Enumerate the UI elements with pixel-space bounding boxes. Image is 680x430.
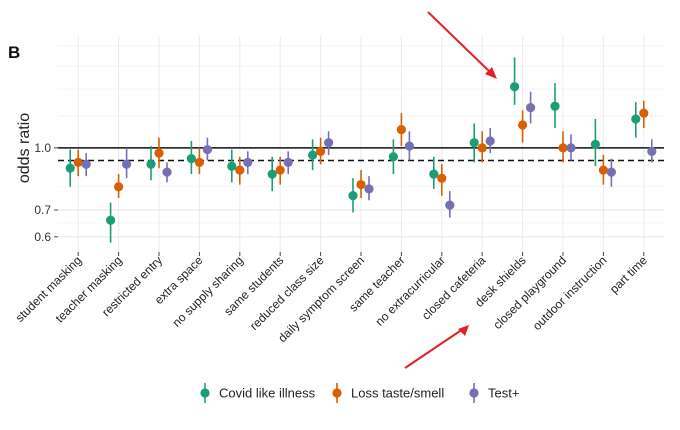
data-point <box>590 139 601 149</box>
data-point <box>348 191 358 201</box>
y-tick-label: 1.0 <box>34 141 51 155</box>
data-point <box>243 157 253 167</box>
data-point <box>316 146 326 156</box>
data-point <box>202 144 212 155</box>
data-point <box>324 138 334 148</box>
data-point <box>186 154 196 164</box>
legend-key-point <box>200 388 210 398</box>
x-tick-label: no supply sharing <box>170 253 246 329</box>
data-point <box>445 200 455 210</box>
legend-label: Covid like illness <box>219 386 316 401</box>
data-point <box>606 167 617 177</box>
data-point <box>469 138 479 148</box>
data-point <box>308 150 318 160</box>
data-point <box>566 143 576 153</box>
data-point <box>146 159 156 169</box>
data-point <box>550 101 560 111</box>
annotation-arrows <box>404 11 497 369</box>
data-point <box>518 120 528 130</box>
x-tick-label: part time <box>607 253 650 296</box>
data-point <box>509 82 520 92</box>
data-point <box>558 143 568 153</box>
data-point <box>598 165 609 175</box>
data-point <box>194 157 204 167</box>
panel-label: B <box>8 43 20 62</box>
data-point <box>526 102 536 113</box>
data-point <box>235 165 245 175</box>
data-point <box>122 159 132 169</box>
data-point <box>437 173 447 183</box>
arrow-to-desk-shields <box>427 11 493 75</box>
arrow-to-desk-shields-label <box>404 328 464 369</box>
x-tick-label: outdoor instruction <box>530 253 610 333</box>
data-point <box>162 167 172 177</box>
data-point <box>639 108 649 118</box>
data-point <box>647 146 657 156</box>
data-point <box>356 179 366 190</box>
arrow-head-bottom <box>458 325 469 336</box>
y-tick-label: 0.6 <box>34 230 51 244</box>
data-point <box>396 125 406 135</box>
x-tick-label: reduced class size <box>247 253 327 333</box>
data-point <box>73 157 83 167</box>
arrow-head-top <box>485 67 497 79</box>
data-point <box>404 141 414 151</box>
data-point <box>388 152 398 162</box>
data-point <box>631 114 641 124</box>
legend-key-point <box>332 388 342 398</box>
data-point <box>485 136 495 146</box>
y-axis-title: odds ratio <box>16 113 33 183</box>
data-point <box>114 182 124 192</box>
legend: Covid like illness Loss taste/smell Test+ <box>200 383 519 403</box>
data-point <box>106 215 116 225</box>
data-point <box>429 169 439 179</box>
data-point <box>283 157 293 167</box>
x-tick-label: no extracurricular <box>372 253 447 328</box>
legend-label: Test+ <box>488 386 519 401</box>
data-point <box>267 169 277 179</box>
legend-key-point <box>469 388 479 398</box>
legend-label: Loss taste/smell <box>351 386 444 401</box>
data-point <box>477 143 487 153</box>
data-point <box>81 159 91 169</box>
y-tick-label: 0.7 <box>34 203 51 217</box>
data-point <box>275 165 285 175</box>
data-point <box>65 163 75 173</box>
x-tick-label: closed playground <box>490 253 569 332</box>
data-point <box>154 148 164 158</box>
data-point <box>364 184 374 194</box>
data-point <box>227 161 237 171</box>
